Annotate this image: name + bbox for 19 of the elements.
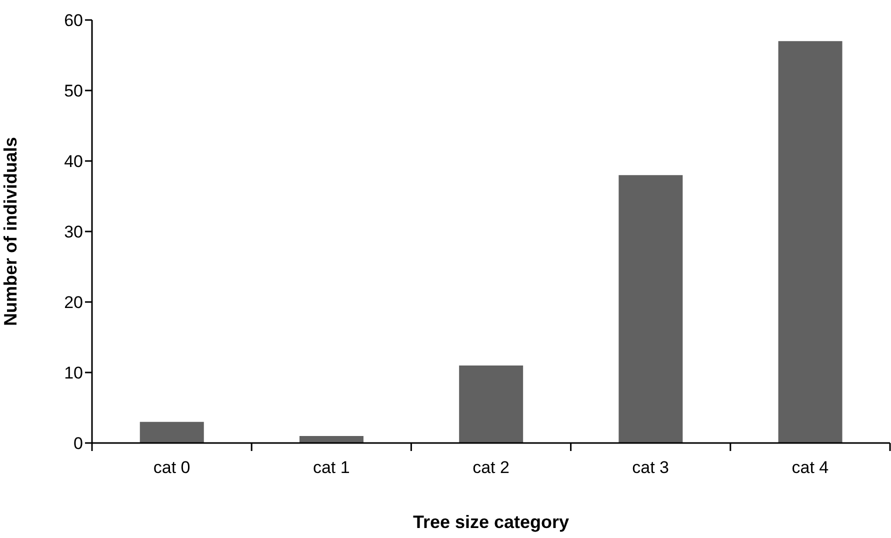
bar — [299, 436, 364, 443]
x-tick-label: cat 0 — [153, 458, 190, 477]
x-tick-label: cat 1 — [312, 458, 350, 477]
x-tick-label: cat 2 — [472, 458, 510, 477]
x-tick-label: cat 3 — [632, 458, 670, 477]
bar — [618, 175, 683, 443]
bar — [459, 365, 524, 443]
y-axis-title: Number of individuals — [0, 136, 20, 326]
x-tick-label: cat 4 — [792, 458, 829, 477]
x-axis-title: Tree size category — [412, 512, 570, 532]
y-tick-label: 0 — [74, 434, 83, 454]
y-tick-label: 20 — [64, 293, 83, 312]
y-tick-label: 30 — [64, 222, 83, 242]
y-tick-label: 40 — [64, 152, 83, 172]
y-tick-label: 60 — [64, 11, 83, 30]
y-tick-label: 50 — [64, 82, 83, 101]
bar — [140, 422, 204, 443]
y-tick-label: 10 — [64, 364, 83, 383]
bar — [778, 41, 842, 443]
